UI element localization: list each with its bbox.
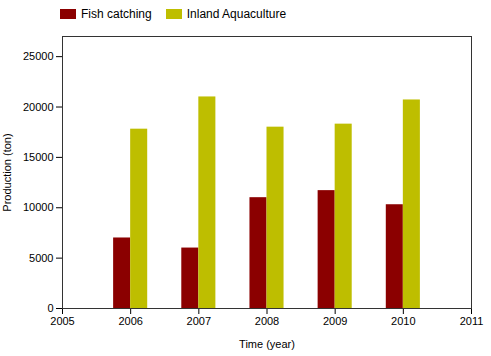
html-text:Inland Aquaculture: Inland Aquaculture [186,7,287,21]
svg-text:Production (ton): Production (ton) [1,133,13,211]
html-text:Fish catching: Fish catching [81,7,152,21]
svg-text:15000: 15000 [23,151,54,163]
svg-text:2007: 2007 [187,315,211,327]
svg-text:2006: 2006 [118,315,142,327]
svg-text:2011: 2011 [460,315,484,327]
svg-text:2009: 2009 [323,315,347,327]
svg-text:0: 0 [47,302,53,314]
svg-text:2005: 2005 [50,315,74,327]
svg-text:2010: 2010 [391,315,415,327]
svg-text:Time (year): Time (year) [239,338,295,350]
svg-text:10000: 10000 [23,201,54,213]
svg-text:25000: 25000 [23,50,54,62]
svg-text:20000: 20000 [23,101,54,113]
svg-text:2008: 2008 [255,315,279,327]
svg-text:5000: 5000 [29,252,53,264]
